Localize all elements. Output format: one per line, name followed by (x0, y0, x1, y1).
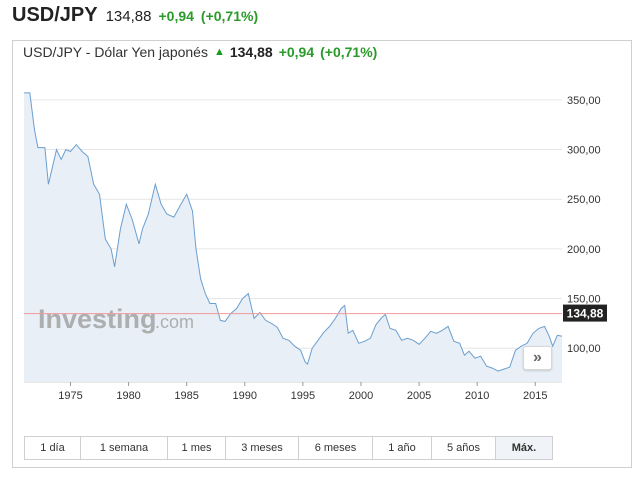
price-area (24, 92, 562, 383)
range-button-4[interactable]: 6 meses (299, 437, 373, 459)
chart-title-change: +0,94 (278, 44, 315, 60)
x-axis: 1975 1980 1985 1990 1995 2000 2005 2010 2015 (58, 382, 548, 402)
chart-title-change-pct: (+0,71%) (320, 44, 378, 60)
last-price-tag: 134,88 (563, 304, 607, 322)
time-range-selector: 1 día 1 semana 1 mes 3 meses 6 meses 1 año 5 a… (24, 436, 553, 460)
range-button-5[interactable]: 1 año (373, 437, 432, 459)
x-tick-label: 1990 (233, 390, 257, 402)
expand-chart-button[interactable]: » (523, 346, 552, 370)
double-chevron-right-icon: » (533, 349, 542, 366)
range-button-6[interactable]: 5 años (432, 437, 496, 459)
x-tick-label: 2010 (465, 390, 489, 402)
y-tick-label: 300,00 (567, 145, 601, 157)
x-tick-label: 1975 (58, 390, 82, 402)
range-button-2[interactable]: 1 mes (168, 437, 226, 459)
symbol-title: USD/JPY (12, 4, 98, 26)
y-tick-label: 350,00 (567, 95, 601, 107)
price-line (24, 92, 563, 372)
y-tick-label: 200,00 (567, 244, 601, 256)
header-change-pct: (+0,71%) (200, 8, 259, 24)
last-price-tag-label: 134,88 (567, 307, 604, 321)
chart-title: USD/JPY - Dólar Yen japonés (23, 44, 208, 60)
y-tick-label: 150,00 (567, 294, 601, 306)
watermark-brand: Investing (38, 304, 157, 334)
x-tick-label: 2000 (349, 390, 373, 402)
header-change: +0,94 (158, 8, 194, 24)
quote-header: USD/JPY 134,88 +0,94 (+0,71%) (12, 4, 258, 30)
range-button-7[interactable]: Máx. (496, 437, 552, 459)
x-tick-label: 1985 (174, 390, 198, 402)
x-tick-label: 1980 (116, 390, 140, 402)
y-tick-label: 250,00 (567, 194, 601, 206)
y-tick-label: 100,00 (567, 343, 601, 355)
x-tick-label: 2015 (523, 390, 547, 402)
range-button-1[interactable]: 1 semana (81, 437, 168, 459)
last-price-tag-bg (563, 304, 607, 322)
range-button-3[interactable]: 3 meses (226, 437, 299, 459)
range-button-0[interactable]: 1 día (25, 437, 81, 459)
x-tick-label: 1995 (291, 390, 315, 402)
chart-panel: USD/JPY - Dólar Yen japonés ▲ 134,88 +0,… (12, 40, 632, 468)
chart-title-row: USD/JPY - Dólar Yen japonés ▲ 134,88 +0,… (23, 44, 377, 60)
x-tick-label: 2005 (407, 390, 431, 402)
header-price: 134,88 (105, 8, 152, 25)
up-arrow-icon: ▲ (213, 46, 225, 58)
watermark-suffix: .com (155, 312, 194, 332)
y-axis: 100,00 150,00 200,00 250,00 300,00 350,00 (567, 95, 601, 355)
chart-title-price: 134,88 (229, 44, 273, 60)
